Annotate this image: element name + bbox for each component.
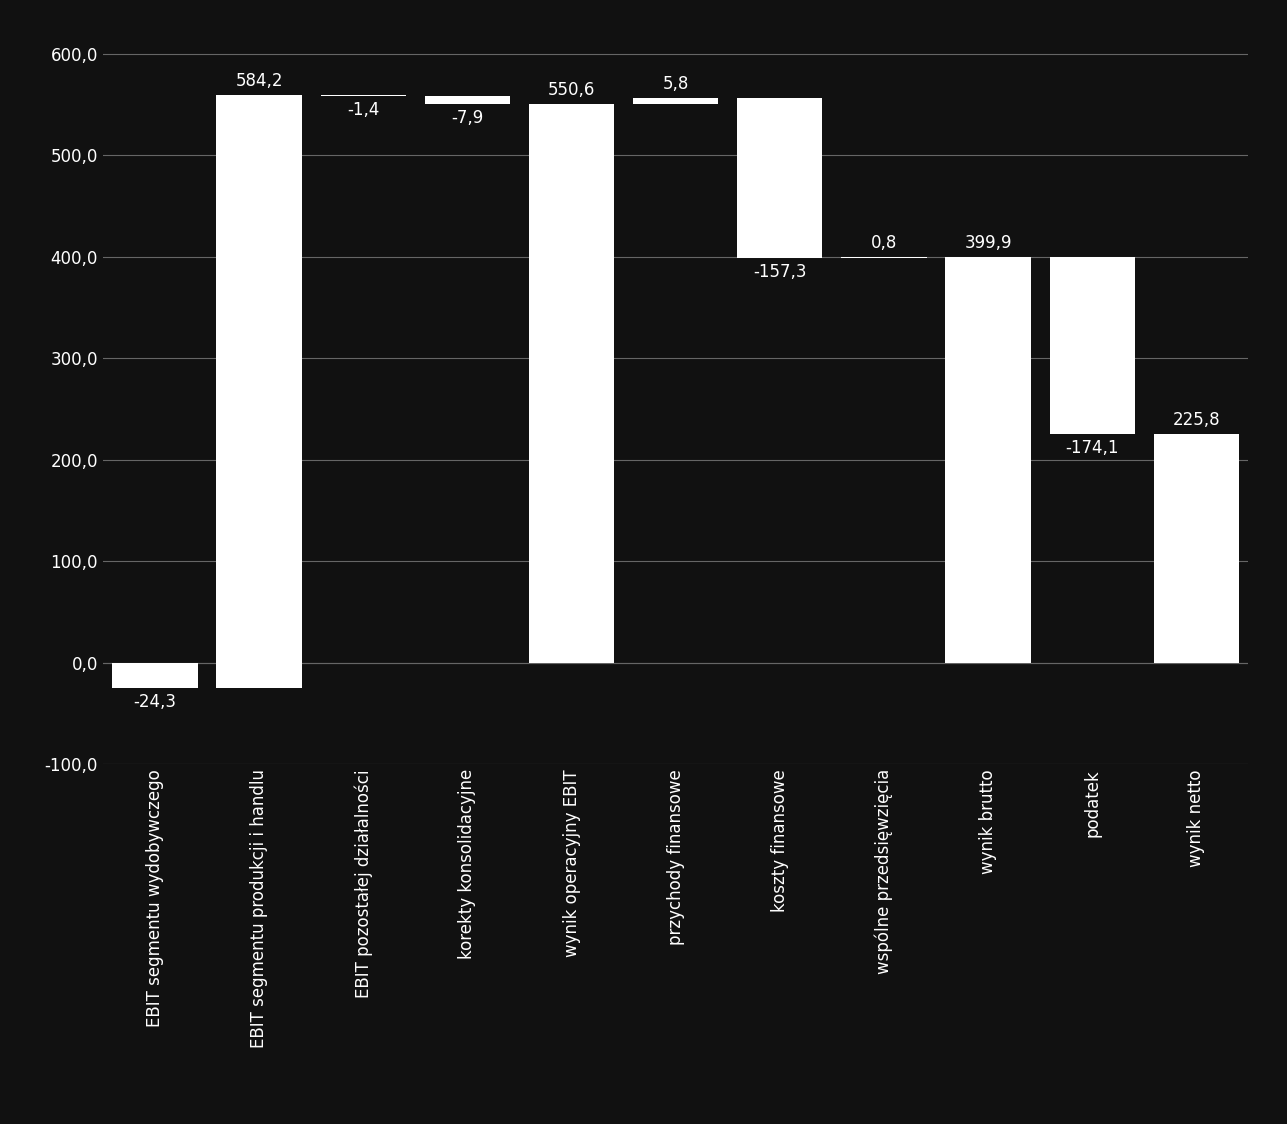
Text: -174,1: -174,1 (1066, 438, 1118, 456)
Text: 584,2: 584,2 (236, 72, 283, 90)
Bar (633, 98, 718, 105)
Bar (529, 105, 614, 663)
Text: 0,8: 0,8 (871, 234, 897, 252)
Bar (737, 98, 822, 257)
Text: -157,3: -157,3 (753, 263, 807, 281)
Text: -1,4: -1,4 (347, 101, 380, 119)
Text: -24,3: -24,3 (134, 692, 176, 710)
Text: 399,9: 399,9 (964, 234, 1012, 252)
Text: -7,9: -7,9 (452, 109, 484, 127)
Bar (946, 257, 1031, 663)
Text: 550,6: 550,6 (548, 81, 595, 99)
Text: 225,8: 225,8 (1172, 410, 1220, 428)
Text: 5,8: 5,8 (663, 75, 689, 93)
Bar (1153, 434, 1239, 663)
Bar (112, 663, 198, 688)
Bar (1049, 257, 1135, 434)
Bar (425, 97, 510, 105)
Bar (216, 94, 302, 688)
Bar (320, 94, 405, 97)
